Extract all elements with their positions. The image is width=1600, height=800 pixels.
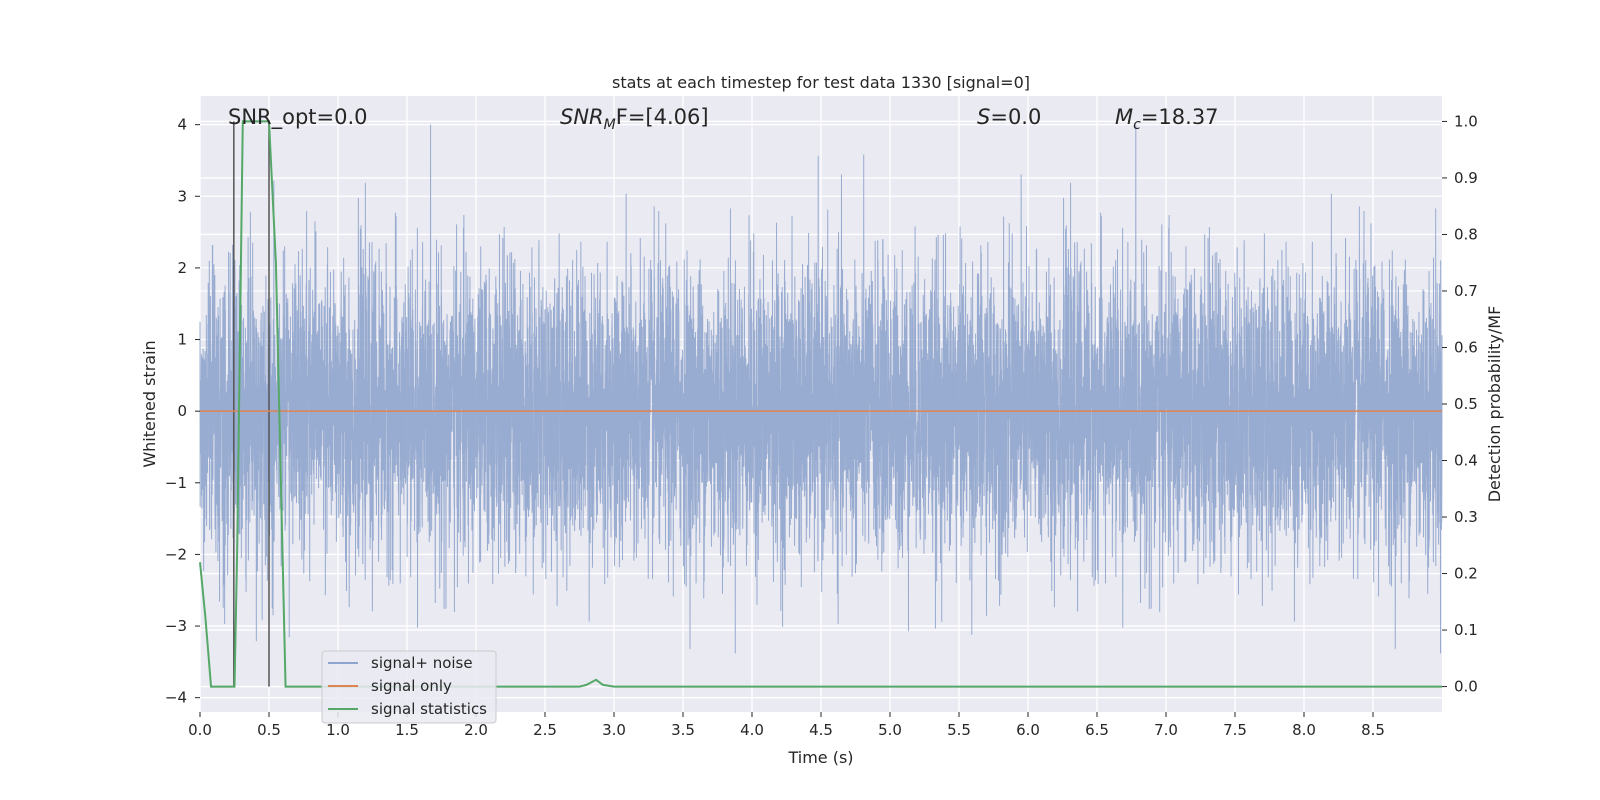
y-right-tick-label: 0.7 [1454, 282, 1478, 300]
y-left-tick-label: 4 [177, 116, 187, 134]
legend-box [321, 650, 497, 724]
y-left-tick-label: 0 [177, 402, 187, 420]
x-tick-label: 2.0 [464, 721, 488, 739]
y-right-tick-label: 0.5 [1454, 395, 1478, 413]
annotation-snr-opt: SNR_opt=0.0 [228, 105, 368, 130]
x-tick-label: 4.0 [740, 721, 764, 739]
x-tick-label: 6.5 [1085, 721, 1109, 739]
x-tick-label: 7.5 [1223, 721, 1247, 739]
legend: signal+ noise signal only signal statist… [321, 650, 497, 724]
y-right-tick-label: 0.9 [1454, 169, 1478, 187]
y-right-tick-label: 0.2 [1454, 565, 1478, 583]
annotation-snr-mf-sub: M [604, 117, 616, 133]
y-left-tick-label: −3 [165, 617, 187, 635]
y-right-tick-label: 0.1 [1454, 621, 1478, 639]
y-right-tick-label: 0.0 [1454, 678, 1478, 696]
y-left-tick-label: −1 [165, 474, 187, 492]
annotation-s-rest: =0.0 [990, 105, 1041, 129]
y-right-tick-label: 0.8 [1454, 225, 1478, 243]
x-tick-label: 1.0 [326, 721, 350, 739]
axes-layer: 0.0 0.5 1.0 1.5 2.0 2.5 3.0 3.5 4.0 4.5 5.0 5.5 6.0 6… [165, 112, 1478, 739]
y-left-tick-label: 2 [177, 259, 187, 277]
y-left-tick-label: 1 [177, 331, 187, 349]
x-tick-label: 3.5 [671, 721, 695, 739]
y-left-tick-label: 3 [177, 187, 187, 205]
x-tick-label: 5.0 [878, 721, 902, 739]
x-tick-label: 6.0 [1016, 721, 1040, 739]
annotation-mc-rest: =18.37 [1141, 105, 1219, 129]
annotation-snr-mf-rest: F=[4.06] [616, 105, 709, 129]
legend-label-signal-statistics: signal statistics [371, 700, 487, 718]
series-signal-statistics [199, 120, 1442, 688]
y-right-tick-label: 1.0 [1454, 112, 1478, 130]
y-right-tick-label: 0.6 [1454, 338, 1478, 356]
annotation-s: S=0.0 [977, 105, 1041, 129]
x-tick-label: 3.0 [602, 721, 626, 739]
x-axis-label: Time (s) [787, 748, 853, 767]
series-signal-noise [199, 124, 1443, 654]
annotation-snr-mf: SNRMF=[4.06] [560, 105, 709, 133]
y-right-tick-label: 0.3 [1454, 508, 1478, 526]
x-tick-label: 8.5 [1361, 721, 1385, 739]
x-tick-label: 0.0 [188, 721, 212, 739]
x-tick-label: 2.5 [533, 721, 557, 739]
x-tick-label: 1.5 [395, 721, 419, 739]
legend-label-signal-noise: signal+ noise [371, 654, 473, 672]
x-tick-label: 8.0 [1292, 721, 1316, 739]
y-axis-label-left: Whitened strain [140, 340, 159, 467]
x-tick-label: 5.5 [947, 721, 971, 739]
x-tick-label: 0.5 [257, 721, 281, 739]
annotation-mc: Mc=18.37 [1115, 105, 1219, 133]
annotation-mc-sub: c [1133, 117, 1141, 133]
chart-title: stats at each timestep for test data 133… [612, 73, 1030, 92]
annotation-s-main: S [977, 105, 990, 129]
y-left-tick-label: −4 [165, 689, 187, 707]
annotation-mc-main: M [1115, 105, 1133, 129]
noise-layer [199, 124, 1443, 654]
x-tick-label: 7.0 [1154, 721, 1178, 739]
x-tick-label: 4.5 [809, 721, 833, 739]
series-layer [199, 120, 1442, 688]
y-axis-label-right: Detection probability/MF [1485, 306, 1504, 503]
y-right-tick-label: 0.4 [1454, 452, 1478, 470]
annotation-snr-mf-main: SNR [560, 105, 604, 129]
legend-label-signal-only: signal only [371, 677, 452, 695]
y-left-tick-label: −2 [165, 545, 187, 563]
